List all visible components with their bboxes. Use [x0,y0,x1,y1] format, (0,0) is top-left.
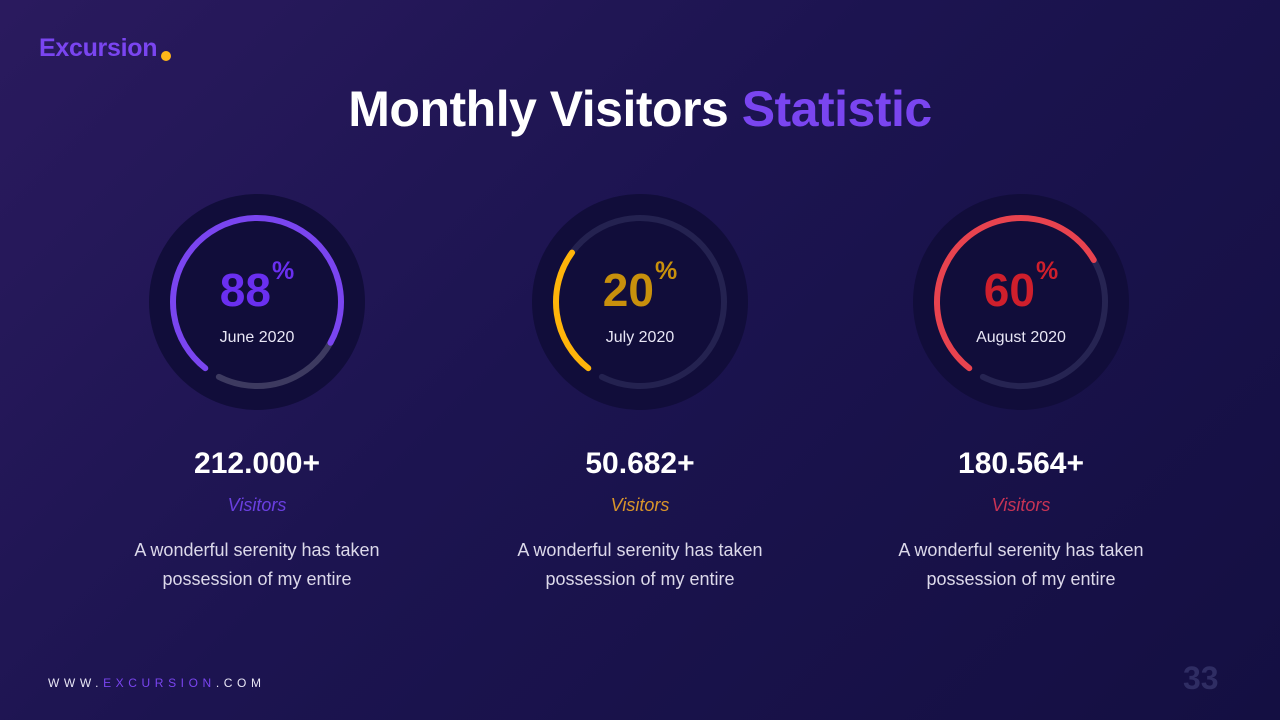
stat-card-august: 60% August 2020 180.564+ Visitors A wond… [841,193,1201,594]
progress-ring-icon [149,194,365,410]
stat-card-july: 20% July 2020 50.682+ Visitors A wonderf… [460,193,820,594]
percent-sign: % [271,257,295,285]
description: A wonderful serenity has taken possessio… [841,536,1201,594]
visitors-label: Visitors [991,495,1051,515]
percent-value: 20% [531,257,749,317]
website-link[interactable]: WWW.EXCURSION.COM [48,676,266,690]
month-label: July 2020 [605,329,675,346]
brand-dot-icon [161,51,171,61]
visitors-label: Visitors [610,495,670,515]
description-line: possession of my entire [926,569,1116,589]
percent-value: 60% [912,257,1130,317]
footer-domain: EXCURSION [103,676,216,690]
percent-value: 88% [148,257,366,317]
visitor-count: 180.564+ [958,447,1084,480]
stat-card-june: 88% June 2020 212.000+ Visitors A wonder… [77,193,437,594]
progress-ring: 20% July 2020 [531,193,749,411]
progress-ring-icon [913,194,1129,410]
description: A wonderful serenity has taken possessio… [460,536,820,594]
description-line: possession of my entire [545,569,735,589]
month-label: June 2020 [219,329,295,346]
description-line: possession of my entire [162,569,352,589]
percent-sign: % [1035,257,1059,285]
brand-logo: Excursion [39,34,158,62]
footer-suffix: .COM [215,676,266,690]
title-main: Monthly Visitors [348,81,729,137]
percent-number: 20 [602,264,654,316]
footer-prefix: WWW. [48,676,104,690]
page-number: 33 [1183,660,1219,696]
percent-sign: % [654,257,678,285]
description-line: A wonderful serenity has taken [134,540,380,560]
page-title: Monthly Visitors Statistic [0,80,1280,138]
visitors-label: Visitors [227,495,287,515]
visitor-count: 212.000+ [194,447,320,480]
percent-number: 88 [219,264,271,316]
progress-ring: 88% June 2020 [148,193,366,411]
percent-number: 60 [983,264,1035,316]
description-line: A wonderful serenity has taken [517,540,763,560]
description-line: A wonderful serenity has taken [898,540,1144,560]
visitor-count: 50.682+ [585,447,695,480]
month-label: August 2020 [976,329,1066,346]
progress-ring-icon [532,194,748,410]
title-accent: Statistic [741,81,933,137]
progress-ring: 60% August 2020 [912,193,1130,411]
description: A wonderful serenity has taken possessio… [77,536,437,594]
